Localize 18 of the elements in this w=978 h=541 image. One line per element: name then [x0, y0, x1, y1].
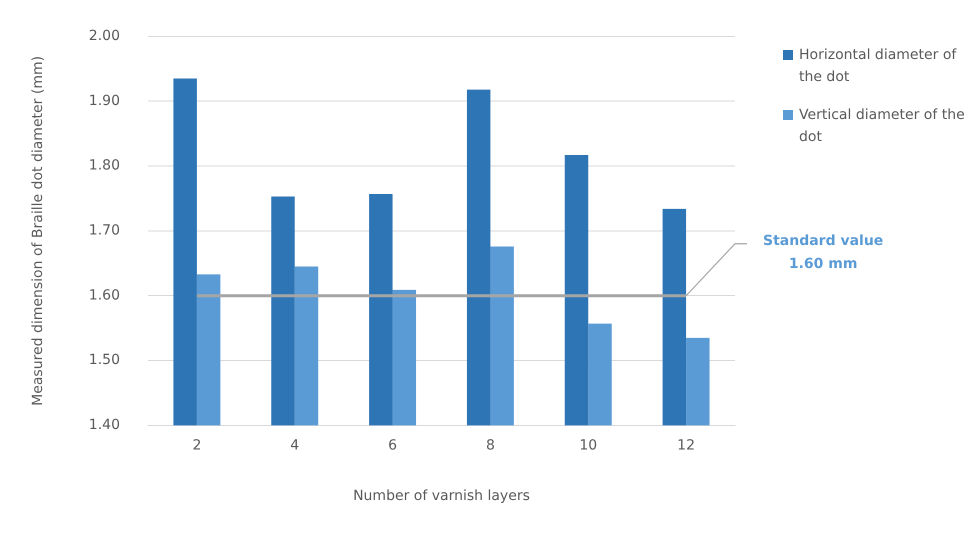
- y-tick-label: 1.90: [88, 92, 120, 109]
- legend-label: Vertical diameter of the dot: [799, 106, 966, 147]
- y-tick-label: 1.40: [88, 417, 120, 434]
- y-axis-title: Measured dimension of Braille dot diameter (mm): [30, 56, 46, 406]
- x-tick-label: 4: [290, 437, 300, 454]
- y-tick-label: 1.70: [88, 222, 120, 239]
- y-tick-label: 1.50: [88, 352, 120, 368]
- y-tick-label: 1.60: [88, 287, 120, 304]
- x-tick-label: 8: [486, 437, 495, 454]
- x-tick-label: 6: [388, 437, 398, 454]
- x-axis-title: Number of varnish layers: [353, 488, 530, 504]
- y-tick-label: 2.00: [88, 28, 120, 44]
- ref-line-label: Standard value 1.60 mm: [763, 232, 884, 274]
- y-tick-label: 1.80: [88, 158, 120, 174]
- x-tick-label: 12: [677, 437, 695, 454]
- x-tick-label: 10: [579, 437, 598, 454]
- legend-label: Horizontal diameter of the dot: [799, 46, 958, 87]
- x-tick-label: 2: [192, 437, 202, 454]
